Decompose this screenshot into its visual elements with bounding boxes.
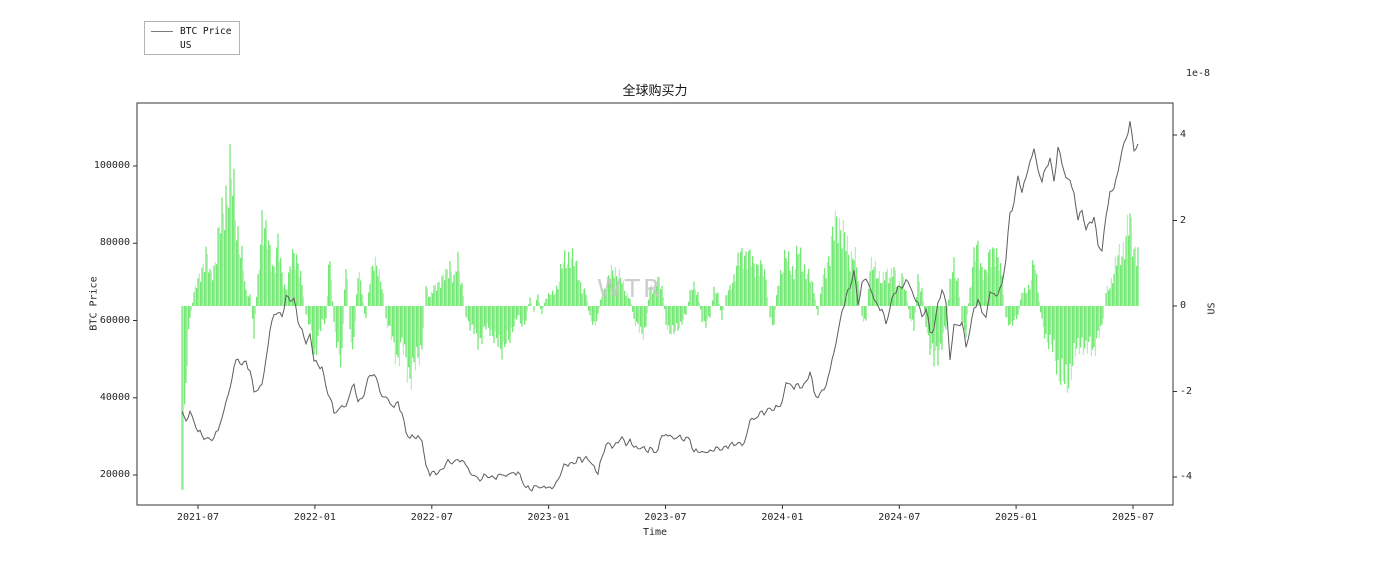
x-tick-label: 2021-07 xyxy=(176,512,220,523)
y-left-tick-label: 80000 xyxy=(99,237,130,249)
y-left-tick-label: 60000 xyxy=(99,314,130,326)
chart-title: 全球购买力 xyxy=(622,84,688,99)
y-right-offset-text: 1e-8 xyxy=(1186,68,1211,79)
us-bars-light xyxy=(182,178,1136,490)
legend-label: US xyxy=(180,39,192,51)
x-tick-label: 2023-01 xyxy=(527,512,570,523)
y-right-tick-label: 0 xyxy=(1180,300,1187,311)
y-left-tick-label: 20000 xyxy=(99,469,130,480)
x-axis-label: Time xyxy=(642,527,668,538)
y-right-tick-label: -2 xyxy=(1180,385,1193,397)
y-right-tick-label: -4 xyxy=(1180,471,1193,482)
legend-patch-sample xyxy=(151,42,173,49)
x-tick-label: 2023-07 xyxy=(644,512,687,523)
legend-line-sample xyxy=(151,30,173,32)
legend-item-btc-price: BTC Price xyxy=(151,25,231,37)
watermark: WTR xyxy=(597,274,664,303)
legend: BTC Price US xyxy=(144,21,241,55)
y-right-tick-label: 4 xyxy=(1180,129,1187,140)
y-left-axis-label: BTC Price xyxy=(88,276,100,331)
plot-border xyxy=(136,102,1174,506)
x-tick-label: 2022-07 xyxy=(410,512,453,523)
axis-tick-marks xyxy=(133,134,1177,509)
x-tick-label: 2024-07 xyxy=(878,512,921,523)
btc-price-line xyxy=(181,121,1139,492)
y-right-tick-label: 2 xyxy=(1180,214,1187,226)
legend-item-us: US xyxy=(151,39,231,51)
legend-label: BTC Price xyxy=(180,25,232,37)
y-left-tick-label: 40000 xyxy=(99,391,130,403)
x-tick-label: 2022-01 xyxy=(293,512,336,523)
us-bars xyxy=(181,144,1139,490)
x-tick-label: 2025-07 xyxy=(1111,512,1155,523)
x-tick-label: 2025-01 xyxy=(995,512,1038,523)
y-left-tick-label: 100000 xyxy=(93,160,130,171)
x-tick-label: 2024-01 xyxy=(761,512,804,523)
